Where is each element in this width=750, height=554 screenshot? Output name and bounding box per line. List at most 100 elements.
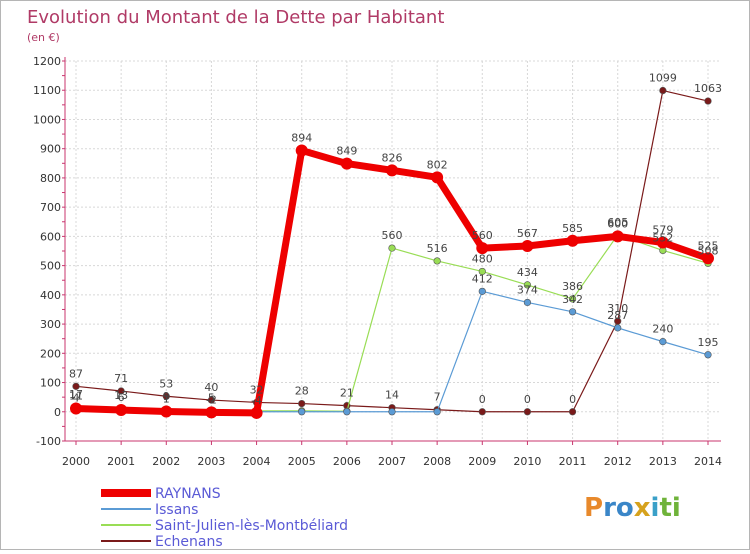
data-point: [388, 408, 396, 416]
y-tick-label: 400: [40, 289, 61, 302]
data-point: [298, 408, 306, 416]
data-point: [388, 244, 396, 252]
x-tick-labels: 2000 2001 2002 2003 2004 2005 2006 2007 2008 2009…: [62, 455, 722, 468]
data-point: [476, 242, 489, 255]
data-label: 32: [250, 383, 264, 396]
data-point: [386, 164, 398, 177]
data-label: 374: [517, 283, 538, 296]
y-tick-label: 600: [40, 230, 61, 243]
data-label: 40: [204, 381, 218, 394]
data-point: [70, 402, 82, 415]
data-point: [521, 240, 534, 253]
data-point: [523, 281, 532, 289]
data-point: [205, 406, 218, 419]
data-label: 1099: [649, 72, 677, 85]
data-label: 516: [427, 242, 448, 255]
y-tick-labels: -100 0 100 200 300 400 500 600 700 800 900 1000 1100…: [33, 55, 61, 448]
data-point: [523, 298, 532, 307]
x-tick-label: 2004: [243, 455, 271, 468]
data-point: [611, 230, 624, 243]
data-point: [433, 257, 441, 265]
legend-label: Saint-Julien-lès-Montbéliard: [155, 518, 348, 534]
data-label: 0: [524, 393, 531, 406]
data-point: [478, 267, 486, 276]
x-tick-label: 2001: [107, 455, 135, 468]
data-point: [117, 387, 125, 395]
data-label: 342: [562, 293, 583, 306]
data-label: 560: [472, 229, 493, 242]
y-tick-label: 500: [40, 260, 61, 273]
data-label: 17: [69, 388, 83, 401]
logo-text: Proxiti: [584, 493, 681, 523]
data-label: 7: [434, 391, 441, 404]
y-tick-label: 1200: [33, 55, 61, 68]
x-tick-label: 2008: [423, 455, 451, 468]
data-point: [568, 295, 577, 303]
data-label: 21: [340, 387, 354, 400]
chart-title: Evolution du Montant de la Dette par Hab…: [27, 7, 444, 28]
y-tick-label: 700: [40, 201, 61, 214]
data-point: [478, 408, 486, 416]
data-point: [72, 382, 80, 390]
data-label: 552: [652, 231, 673, 244]
data-label: 6: [118, 391, 125, 404]
x-tick-label: 2013: [649, 455, 677, 468]
data-point: [659, 338, 667, 346]
proxiti-logo: Proxiti: [584, 493, 681, 523]
x-tick-label: 2009: [468, 455, 496, 468]
data-point: [433, 408, 441, 416]
data-label: 1: [163, 392, 170, 405]
data-point: [704, 351, 712, 359]
data-label: 412: [472, 272, 493, 285]
data-label: 71: [114, 372, 128, 385]
legend: RAYNANSIssansSaint-Julien-lès-Montbéliar…: [101, 486, 348, 550]
x-tick-label: 2003: [197, 455, 225, 468]
y-tick-label: 800: [40, 172, 61, 185]
data-label: 195: [698, 336, 719, 349]
data-point: [295, 144, 308, 157]
legend-label: Echenans: [155, 534, 223, 549]
data-label: 310: [607, 302, 628, 315]
data-point: [340, 157, 353, 170]
data-point: [207, 396, 216, 404]
data-label: 894: [291, 131, 312, 144]
x-tick-label: 2012: [604, 455, 632, 468]
data-point: [704, 97, 712, 105]
data-point: [659, 86, 667, 95]
axes: [62, 57, 721, 445]
data-point: [162, 392, 170, 400]
data-point: [568, 408, 577, 416]
data-label: 434: [517, 266, 538, 279]
data-label: 240: [652, 323, 673, 336]
data-label: 480: [472, 252, 493, 265]
data-point: [431, 171, 444, 184]
data-label: 525: [698, 239, 719, 252]
x-tick-label: 2011: [559, 455, 587, 468]
data-label: 87: [69, 367, 83, 380]
y-tick-label: 200: [40, 347, 61, 360]
data-label: 5: [208, 391, 215, 404]
data-label: 1063: [694, 82, 722, 95]
data-label: 560: [382, 229, 403, 242]
data-label: 13: [114, 389, 128, 402]
y-tick-label: 1100: [33, 84, 61, 97]
data-point: [160, 405, 173, 418]
legend-label: RAYNANS: [155, 486, 221, 502]
data-point: [566, 234, 579, 247]
data-label: -2: [206, 393, 217, 406]
data-label: 0: [479, 393, 486, 406]
data-label: 0: [569, 393, 576, 406]
data-label: 508: [698, 244, 719, 257]
data-label: 4: [73, 392, 80, 405]
y-tick-label: 900: [40, 143, 61, 156]
x-tick-label: 2007: [378, 455, 406, 468]
data-label: 9: [163, 390, 170, 403]
x-tick-label: 2002: [152, 455, 180, 468]
data-point: [568, 308, 577, 316]
x-tick-label: 2000: [62, 455, 90, 468]
data-label: 53: [159, 377, 173, 390]
data-label: 826: [382, 151, 403, 164]
